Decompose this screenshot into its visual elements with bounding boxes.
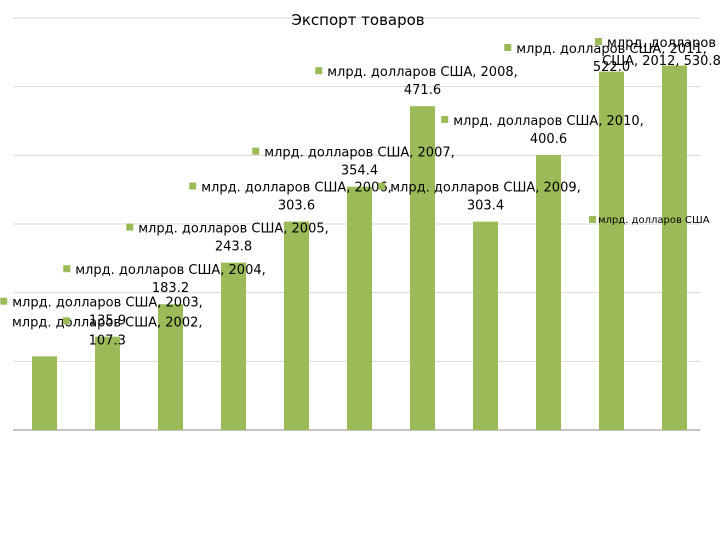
bar-2003 <box>95 336 120 430</box>
data-label-swatch <box>0 297 8 305</box>
data-label-2008: млрд. долларов США, 2008, 471.6 <box>315 65 518 98</box>
data-label-line: млрд. долларов США, 2008, <box>327 65 518 80</box>
data-label-line: млрд. долларов США, 2011, <box>516 42 707 57</box>
data-label-value: США, 2012, 530.8 <box>602 54 720 69</box>
data-label-2009: млрд. долларов США, 2009, 303.4 <box>378 181 581 214</box>
data-label-swatch <box>63 265 71 273</box>
data-label-2006: млрд. долларов США, 2006, 303.6 <box>189 181 392 214</box>
bar-2002 <box>32 356 57 430</box>
data-label-swatch <box>504 44 512 51</box>
data-label-2007: млрд. долларов США, 2007, 354.4 <box>252 146 455 179</box>
data-label-line: млрд. долларов США, 2005, <box>138 222 329 237</box>
data-label-swatch <box>62 317 70 325</box>
data-label-value: 354.4 <box>341 164 378 179</box>
data-label-line: млрд. долларов США, 2010, <box>453 114 644 129</box>
data-label-value: 303.4 <box>467 199 504 214</box>
data-label-value: 471.6 <box>404 83 441 98</box>
data-label-value: 400.6 <box>530 132 567 147</box>
data-label-swatch <box>315 67 323 75</box>
data-label-line: млрд. долларов США, 2009, <box>390 181 581 196</box>
data-label-value: 243.8 <box>215 240 252 255</box>
chart-title: Экспорт товаров <box>291 11 424 29</box>
data-label-line: млрд. долларов США, 2007, <box>264 146 455 161</box>
bar-2009 <box>473 221 498 430</box>
data-label-2011: млрд. долларов США, 2011, 522.0 <box>504 42 707 75</box>
bar-2007 <box>347 186 372 430</box>
data-label-value: 107.3 <box>89 333 126 348</box>
legend: млрд. долларов США <box>589 215 710 226</box>
bars <box>32 65 687 430</box>
data-label-swatch <box>594 38 602 45</box>
data-label-2002: млрд. долларов США, 2002, 107.3 <box>12 315 203 348</box>
bar-2011 <box>599 71 624 430</box>
data-label-2005: млрд. долларов США, 2005, 243.8 <box>126 222 329 255</box>
data-label-line: млрд. долларов США, 2003, <box>12 296 203 311</box>
data-label-swatch <box>252 147 260 155</box>
data-label-swatch <box>441 115 449 123</box>
data-label-swatch <box>189 182 197 190</box>
bar-2010 <box>536 154 561 430</box>
data-label-2004: млрд. долларов США, 2004, 183.2 <box>63 263 266 296</box>
data-label-2003: млрд. долларов США, 2003, 135.9 <box>0 296 203 329</box>
data-label-value: 183.2 <box>152 281 189 296</box>
bar-2004 <box>158 304 183 430</box>
data-label-value: 522.0 <box>593 60 630 75</box>
data-label-value: 135.9 <box>89 314 126 329</box>
legend-label: млрд. долларов США <box>598 215 710 226</box>
legend-swatch <box>589 216 596 223</box>
data-label-2010: млрд. долларов США, 2010, 400.6 <box>441 114 644 147</box>
data-label-line: млрд. долларов США, 2002, <box>12 315 203 330</box>
data-label-swatch <box>126 223 134 231</box>
bar-2006 <box>284 221 309 430</box>
data-label-value: 303.6 <box>278 199 315 214</box>
data-label-line: млрд. долларов <box>607 36 716 51</box>
bar-2005 <box>221 262 246 430</box>
data-label-line: млрд. долларов США, 2006, <box>201 181 392 196</box>
bar-2008 <box>410 106 435 430</box>
bar-2012 <box>662 65 687 430</box>
data-label-swatch <box>378 182 386 190</box>
data-label-2012: млрд. долларов США, 2012, 530.8 <box>594 36 720 69</box>
data-label-line: млрд. долларов США, 2004, <box>75 263 266 278</box>
